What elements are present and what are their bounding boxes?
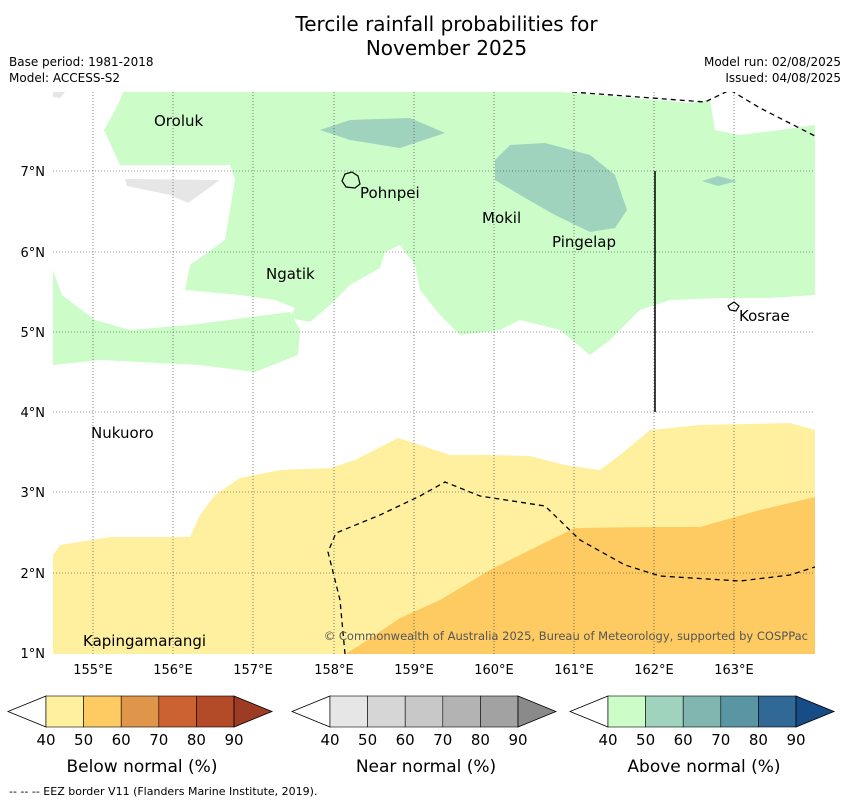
lon-155e: 155°E bbox=[73, 663, 113, 678]
lon-159e: 159°E bbox=[394, 663, 434, 678]
colorbar-tick-label: 40 bbox=[320, 731, 339, 749]
above-normal-region-west bbox=[53, 270, 300, 372]
lat-4n: 4°N bbox=[21, 406, 46, 421]
title-line-2: November 2025 bbox=[365, 36, 528, 60]
colorbar-above: 40 50 60 70 80 90 Above normal (%) bbox=[568, 695, 836, 777]
colorbar-legends: 40 50 60 70 80 90 Below normal (%) 40 50 60 70 80 90… bbox=[6, 695, 836, 777]
title-line-1: Tercile rainfall probabilities for bbox=[295, 12, 598, 36]
colorbar-below: 40 50 60 70 80 90 Below normal (%) bbox=[6, 695, 274, 777]
colorbar-tick-label: 40 bbox=[36, 731, 55, 749]
place-labels: Oroluk Pohnpei Mokil Pingelap Ngatik Kos… bbox=[83, 112, 790, 650]
colorbar-near: 40 50 60 70 80 90 Near normal (%) bbox=[290, 695, 558, 777]
colorbar-max-extension bbox=[795, 695, 836, 728]
colorbar-segment bbox=[45, 695, 84, 728]
colorbar-title: Above normal (%) bbox=[627, 757, 780, 777]
lat-5n: 5°N bbox=[21, 326, 46, 341]
colorbar-tick-label: 80 bbox=[749, 731, 768, 749]
colorbar-segment bbox=[158, 695, 197, 728]
lat-1n: 1°N bbox=[21, 647, 46, 662]
colorbar-segment bbox=[367, 695, 406, 728]
colorbar-max-extension bbox=[517, 695, 558, 728]
lon-161e: 161°E bbox=[554, 663, 594, 678]
colorbar-title: Below normal (%) bbox=[67, 757, 218, 777]
lat-7n: 7°N bbox=[21, 165, 46, 180]
colorbar-tick-label: 60 bbox=[674, 731, 693, 749]
colorbar-segment bbox=[682, 695, 722, 728]
colorbar-min-extension bbox=[290, 695, 331, 728]
colorbar-tick-label: 90 bbox=[508, 731, 527, 749]
colorbar-tick-label: 60 bbox=[396, 731, 415, 749]
colorbar-max-extension bbox=[233, 695, 274, 728]
lon-160e: 160°E bbox=[474, 663, 514, 678]
label-pohnpei: Pohnpei bbox=[360, 184, 420, 202]
colorbar-tick-label: 70 bbox=[711, 731, 730, 749]
colorbar-tick-label: 80 bbox=[471, 731, 490, 749]
colorbar-tick-label: 90 bbox=[224, 731, 243, 749]
lon-157e: 157°E bbox=[233, 663, 273, 678]
above-normal-patch-east bbox=[495, 143, 627, 232]
colorbar-min-extension bbox=[6, 695, 47, 728]
colorbar-tick-label: 70 bbox=[149, 731, 168, 749]
eez-border bbox=[327, 92, 815, 654]
gridlines bbox=[53, 92, 815, 654]
colorbar-segment bbox=[329, 695, 368, 728]
meta-right: Model run: 02/08/2025 Issued: 04/08/2025 bbox=[704, 54, 841, 86]
map-title: Tercile rainfall probabilities for Novem… bbox=[0, 12, 850, 60]
colorbar-tick-label: 50 bbox=[358, 731, 377, 749]
colorbar-tick-label: 50 bbox=[636, 731, 655, 749]
above-normal-region bbox=[104, 92, 815, 355]
eez-footer-note: -- -- -- EEZ border V11 (Flanders Marine… bbox=[9, 785, 318, 798]
model-name: Model: ACCESS-S2 bbox=[9, 71, 121, 85]
lat-3n: 3°N bbox=[21, 486, 46, 501]
colorbar-segment bbox=[196, 695, 235, 728]
colorbar-segment bbox=[645, 695, 684, 728]
pohnpei-island bbox=[341, 171, 361, 189]
colorbar-tick-label: 90 bbox=[786, 731, 805, 749]
colorbar-tick-label: 80 bbox=[187, 731, 206, 749]
colorbar-tick-label: 50 bbox=[74, 731, 93, 749]
colorbar-tick-label: 40 bbox=[598, 731, 617, 749]
colorbar-segment bbox=[442, 695, 481, 728]
label-nukuoro: Nukuoro bbox=[91, 424, 154, 442]
kosrae-island bbox=[727, 301, 740, 312]
label-kosrae: Kosrae bbox=[739, 307, 790, 325]
lon-162e: 162°E bbox=[634, 663, 674, 678]
map-area bbox=[53, 92, 815, 654]
base-period: Base period: 1981-2018 bbox=[9, 55, 154, 69]
colorbar-tick-label: 70 bbox=[433, 731, 452, 749]
copyright-note: © Commonwealth of Australia 2025, Bureau… bbox=[324, 629, 808, 643]
near-normal-patch-corner bbox=[53, 92, 65, 98]
label-ngatik: Ngatik bbox=[266, 265, 315, 283]
model-run: Model run: 02/08/2025 bbox=[703, 55, 841, 69]
issued-date: Issued: 04/08/2025 bbox=[725, 71, 841, 85]
latitude-labels: 7°N 6°N 5°N 4°N 3°N 2°N 1°N bbox=[21, 165, 46, 662]
colorbar-segment bbox=[758, 695, 797, 728]
colorbar-segment bbox=[404, 695, 444, 728]
longitude-labels: 155°E 156°E 157°E 158°E 159°E 160°E 161°… bbox=[73, 663, 754, 678]
meta-left: Base period: 1981-2018 Model: ACCESS-S2 bbox=[9, 54, 154, 86]
colorbar-segment bbox=[83, 695, 122, 728]
colorbar-segment bbox=[480, 695, 519, 728]
label-pingelap: Pingelap bbox=[552, 233, 616, 251]
below-normal-patch bbox=[345, 497, 815, 654]
label-mokil: Mokil bbox=[482, 209, 521, 227]
label-oroluk: Oroluk bbox=[154, 112, 203, 130]
colorbar-title: Near normal (%) bbox=[356, 757, 496, 777]
lon-156e: 156°E bbox=[153, 663, 193, 678]
lon-163e: 163°E bbox=[714, 663, 754, 678]
lat-2n: 2°N bbox=[21, 567, 46, 582]
lon-158e: 158°E bbox=[314, 663, 354, 678]
lat-6n: 6°N bbox=[21, 246, 46, 261]
label-kapingamarangi: Kapingamarangi bbox=[83, 632, 206, 650]
colorbar-tick-label: 60 bbox=[112, 731, 131, 749]
colorbar-segment bbox=[607, 695, 646, 728]
colorbar-min-extension bbox=[568, 695, 609, 728]
colorbar-segment bbox=[120, 695, 160, 728]
near-normal-patch bbox=[125, 179, 220, 203]
colorbar-segment bbox=[720, 695, 759, 728]
above-normal-patch-small bbox=[702, 176, 737, 186]
